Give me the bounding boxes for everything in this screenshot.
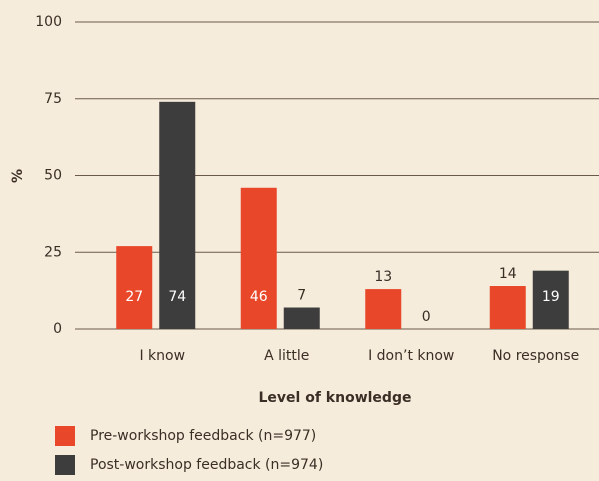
y-tick-label: 100 xyxy=(35,14,62,30)
y-tick-label: 25 xyxy=(44,244,62,260)
bar xyxy=(116,246,153,329)
bar xyxy=(240,187,277,329)
bar xyxy=(365,289,402,329)
data-label: 7 xyxy=(297,288,306,304)
legend-label: Post-workshop feedback (n=974) xyxy=(90,457,323,473)
bar xyxy=(159,101,196,329)
x-tick-label: No response xyxy=(492,348,579,364)
y-tick-label: 75 xyxy=(44,91,62,107)
data-label: 14 xyxy=(499,266,517,282)
data-label: 0 xyxy=(422,309,431,325)
legend-swatch xyxy=(55,426,75,446)
y-axis-label: % xyxy=(10,169,26,183)
legend-label: Pre-workshop feedback (n=977) xyxy=(90,428,316,444)
bar xyxy=(283,307,320,329)
data-label: 27 xyxy=(125,289,143,305)
x-tick-label: I don’t know xyxy=(368,348,454,364)
x-axis-label: Level of knowledge xyxy=(259,390,412,406)
y-tick-label: 0 xyxy=(53,321,62,337)
x-tick-label: A little xyxy=(264,348,309,364)
data-label: 19 xyxy=(542,289,560,305)
y-tick-label: 50 xyxy=(44,168,62,184)
data-label: 74 xyxy=(168,289,186,305)
bar xyxy=(532,270,569,329)
data-label: 46 xyxy=(250,289,268,305)
bar xyxy=(489,286,526,329)
x-tick-label: I know xyxy=(139,348,185,364)
legend-swatch xyxy=(55,455,75,475)
data-label: 13 xyxy=(374,269,392,285)
